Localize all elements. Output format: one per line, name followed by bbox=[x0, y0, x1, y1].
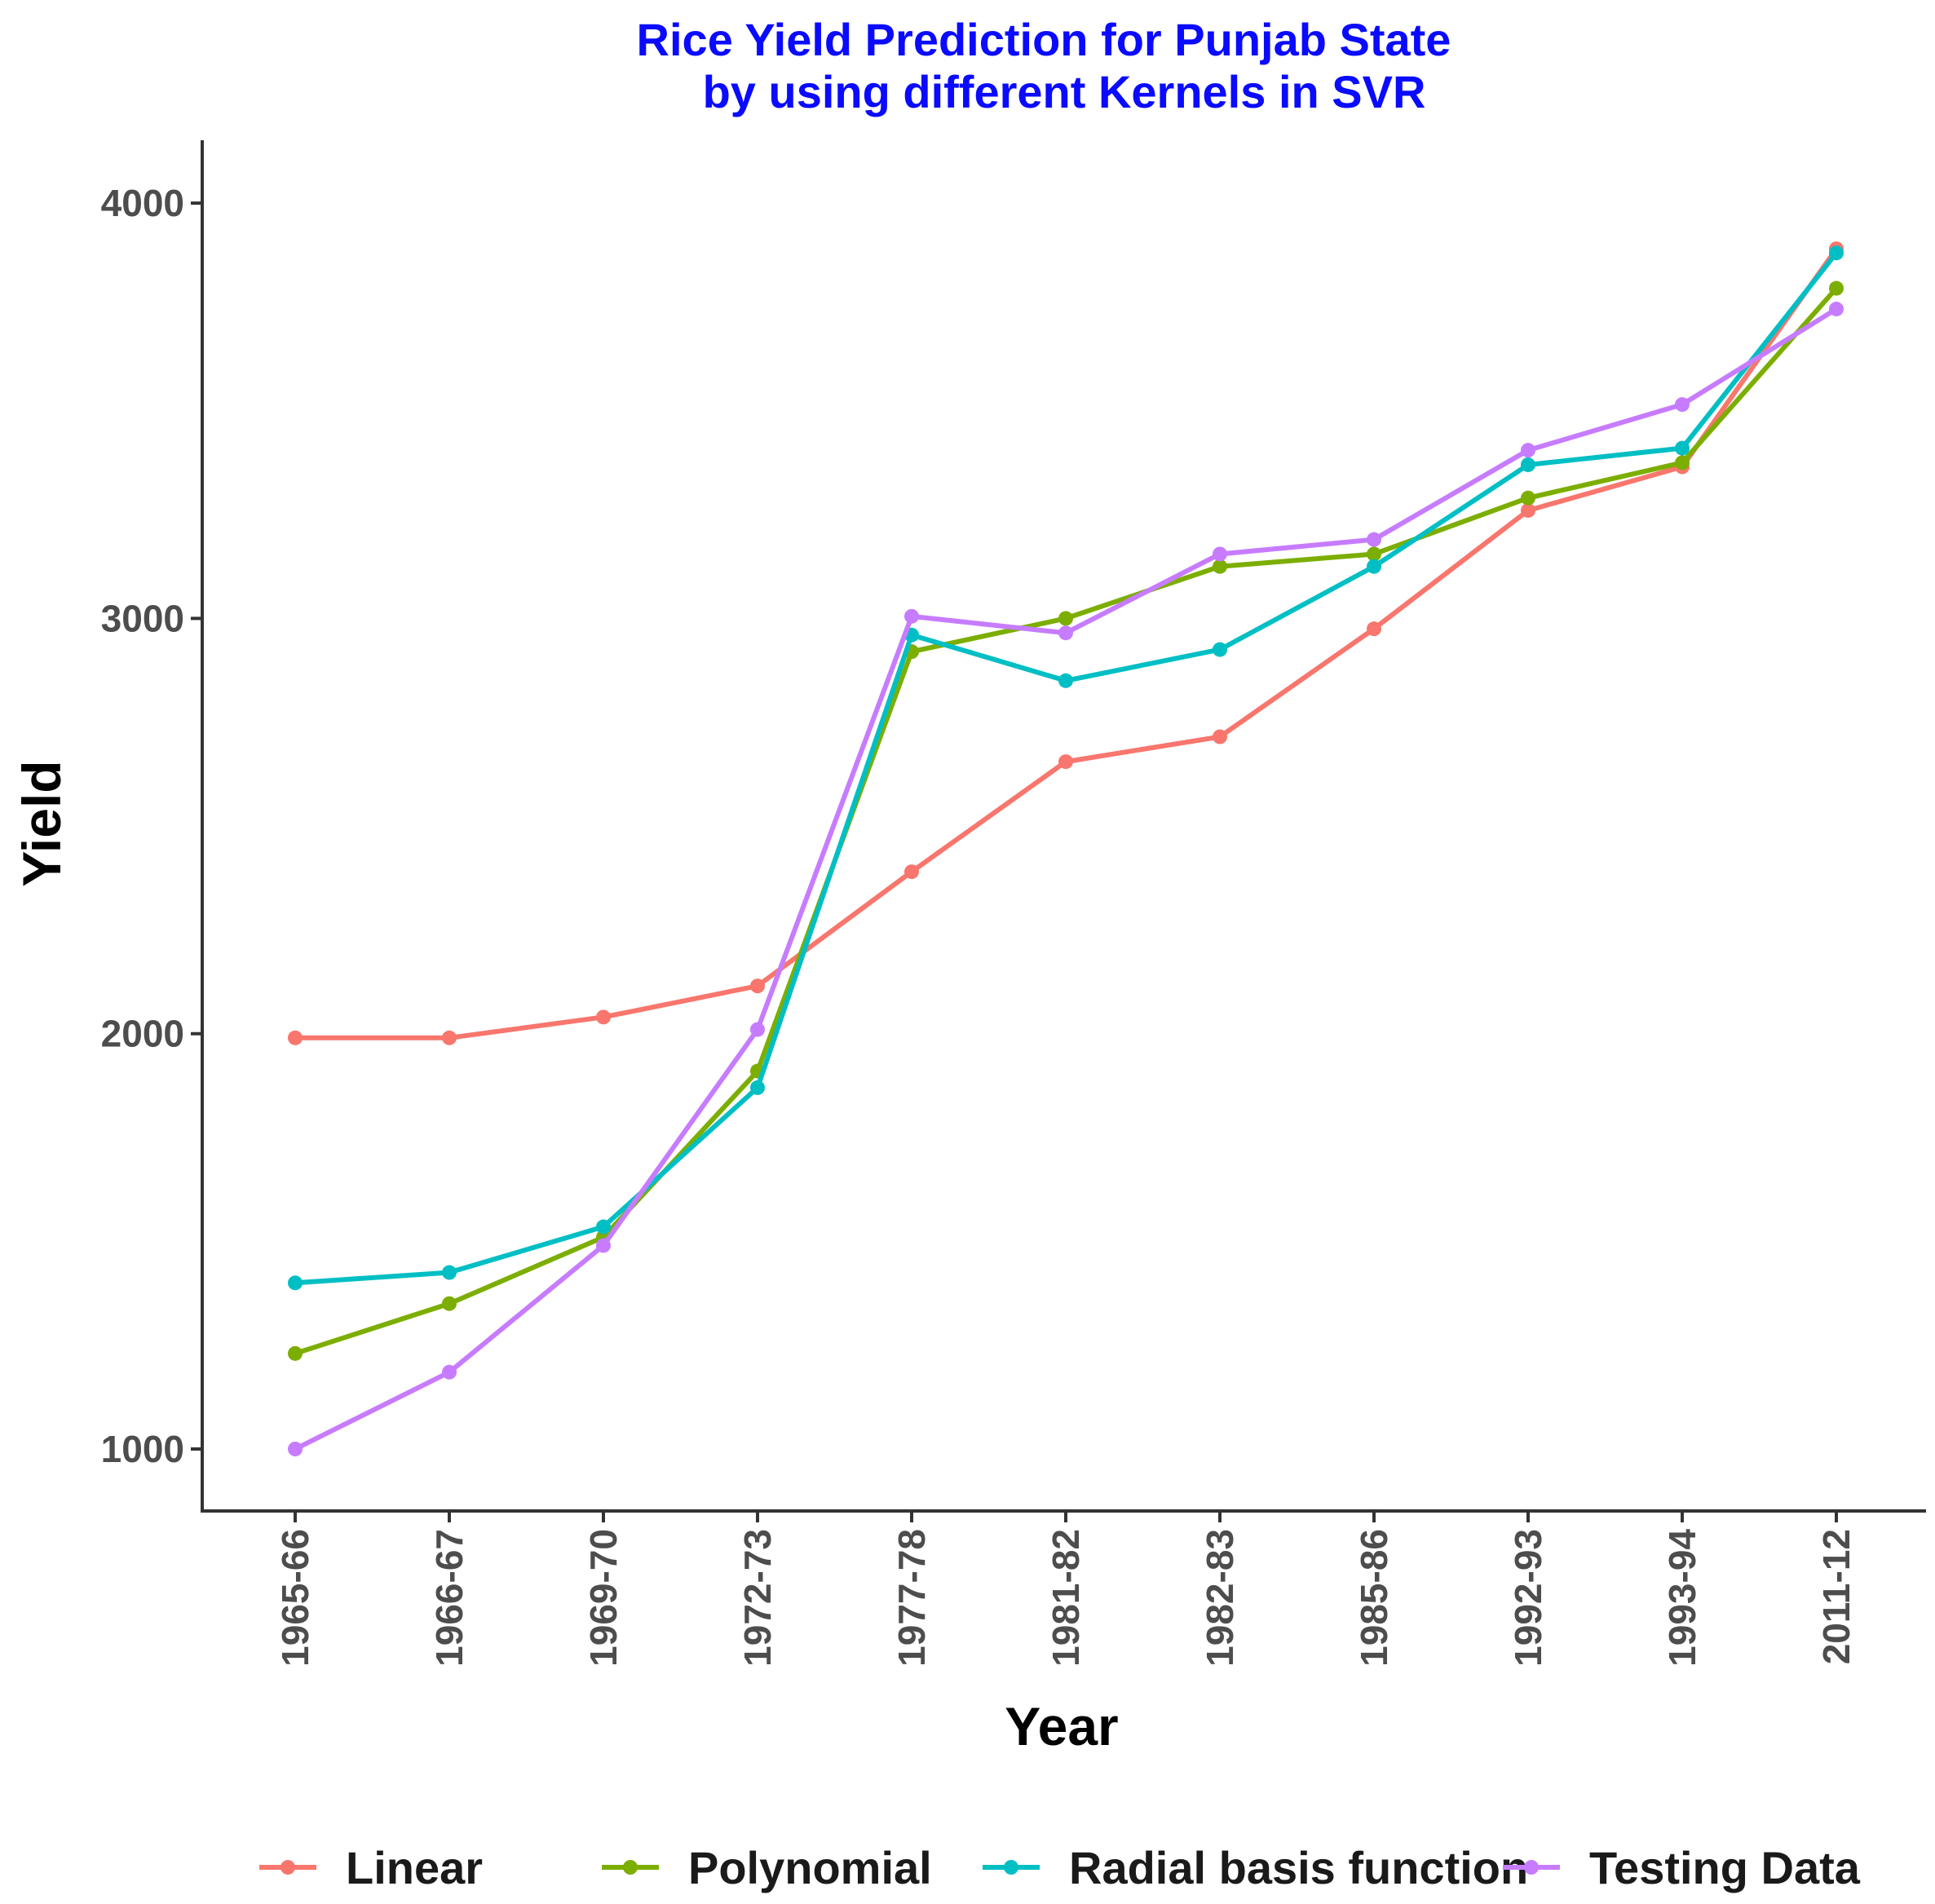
legend-label: Radial basis function bbox=[1069, 1842, 1528, 1893]
y-tick-label: 1000 bbox=[101, 1428, 184, 1470]
x-tick-label: 1992-93 bbox=[1507, 1529, 1549, 1667]
x-tick-label: 2011-12 bbox=[1815, 1529, 1858, 1664]
chart-title-line-2: by using different Kernels in SVR bbox=[703, 66, 1426, 117]
data-point bbox=[442, 1364, 457, 1380]
data-point bbox=[1058, 754, 1073, 770]
x-tick-label: 1966-67 bbox=[428, 1529, 470, 1667]
data-point bbox=[1829, 301, 1844, 316]
data-point bbox=[1213, 642, 1227, 657]
x-axis-title: Year bbox=[1005, 1696, 1118, 1756]
y-tick-label: 2000 bbox=[101, 1013, 184, 1055]
data-point bbox=[750, 979, 765, 994]
series-linear bbox=[288, 241, 1844, 1045]
data-point bbox=[1367, 532, 1381, 547]
series-line-polynomial bbox=[293, 285, 1839, 1356]
data-point bbox=[904, 608, 919, 624]
legend: Linear Polynomial Radial basis function Tes… bbox=[259, 1842, 1861, 1893]
data-point bbox=[1367, 621, 1381, 637]
data-point bbox=[596, 1219, 611, 1235]
x-tick-label: 1981-82 bbox=[1045, 1529, 1087, 1667]
legend-key-point bbox=[281, 1860, 295, 1875]
legend-label: Linear bbox=[346, 1842, 483, 1893]
chart-title-line-1: Rice Yield Prediction for Punjab State bbox=[637, 14, 1451, 65]
data-point bbox=[1521, 443, 1535, 458]
legend-item-testing-data: Testing Data bbox=[1503, 1842, 1861, 1893]
data-point bbox=[442, 1265, 457, 1280]
y-tick-label: 4000 bbox=[101, 182, 184, 224]
data-point bbox=[596, 1238, 611, 1253]
data-point bbox=[1521, 490, 1535, 506]
data-point bbox=[1675, 455, 1690, 470]
legend-label: Testing Data bbox=[1589, 1842, 1861, 1893]
data-point bbox=[750, 1080, 765, 1095]
data-point bbox=[1829, 281, 1844, 296]
x-tick-label: 1982-83 bbox=[1199, 1529, 1241, 1667]
chart-title: Rice Yield Prediction for Punjab State b… bbox=[637, 14, 1451, 117]
data-point bbox=[288, 1030, 303, 1045]
legend-key-point bbox=[623, 1860, 638, 1875]
data-point bbox=[596, 1009, 611, 1025]
data-point bbox=[288, 1345, 303, 1361]
data-point bbox=[1213, 729, 1227, 744]
data-point bbox=[1675, 440, 1690, 456]
series-polynomial bbox=[288, 281, 1844, 1361]
y-axis-title: Yield bbox=[11, 760, 72, 886]
series-radial-basis-function bbox=[288, 245, 1844, 1291]
data-point bbox=[1521, 457, 1535, 472]
data-point bbox=[1058, 611, 1073, 626]
axes bbox=[201, 140, 1926, 1513]
data-point bbox=[1521, 502, 1535, 518]
series-line-linear bbox=[293, 246, 1839, 1040]
legend-key-point bbox=[1004, 1860, 1018, 1875]
series-lines bbox=[288, 241, 1844, 1456]
data-point bbox=[1367, 559, 1381, 574]
data-point bbox=[904, 864, 919, 880]
x-tick-label: 1985-86 bbox=[1353, 1529, 1395, 1667]
data-point bbox=[442, 1030, 457, 1045]
data-point bbox=[442, 1296, 457, 1311]
legend-item-polynomial: Polynomial bbox=[602, 1842, 932, 1893]
y-axis-ticks: 1000 2000 3000 4000 bbox=[101, 182, 202, 1470]
legend-label: Polynomial bbox=[688, 1842, 932, 1893]
x-tick-label: 1965-66 bbox=[274, 1529, 316, 1667]
y-tick-label: 3000 bbox=[101, 597, 184, 639]
data-point bbox=[1213, 559, 1227, 574]
x-axis-ticks: 1965-66 1966-67 1969-70 1972-73 1977-78 1981-… bbox=[274, 1511, 1858, 1667]
data-point bbox=[1213, 546, 1227, 562]
data-point bbox=[288, 1442, 303, 1456]
data-point bbox=[288, 1275, 303, 1291]
data-point bbox=[1058, 673, 1073, 688]
data-point bbox=[750, 1022, 765, 1037]
legend-key-point bbox=[1524, 1860, 1539, 1875]
data-point bbox=[1367, 546, 1381, 562]
x-tick-label: 1993-94 bbox=[1661, 1529, 1703, 1667]
x-tick-label: 1977-78 bbox=[890, 1529, 933, 1667]
series-testing-data bbox=[288, 301, 1844, 1456]
x-tick-label: 1969-70 bbox=[582, 1529, 625, 1667]
data-point bbox=[1675, 397, 1690, 413]
legend-item-radial-basis-function: Radial basis function bbox=[983, 1842, 1528, 1893]
data-point bbox=[1829, 245, 1844, 261]
x-tick-label: 1972-73 bbox=[736, 1529, 779, 1667]
data-point bbox=[1058, 625, 1073, 641]
legend-item-linear: Linear bbox=[259, 1842, 483, 1893]
